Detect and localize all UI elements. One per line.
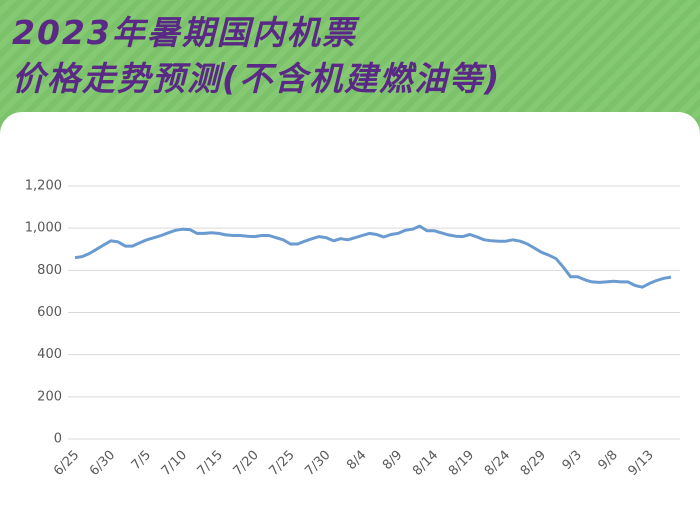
y-tick-label: 800 (37, 263, 62, 278)
title-line: 2023年暑期国内机票 (12, 13, 357, 52)
x-tick-label: 6/25 (51, 448, 82, 479)
x-tick-label: 9/3 (560, 448, 585, 473)
x-tick-label: 8/9 (380, 448, 405, 473)
y-tick-label: 0 (54, 432, 62, 447)
y-tick-label: 600 (37, 305, 62, 320)
x-tick-label: 8/14 (410, 448, 441, 479)
panel (0, 112, 700, 522)
title-line: 价格走势预测(不含机建燃油等) (12, 59, 502, 98)
x-tick-label: 9/8 (595, 448, 620, 473)
x-tick-label: 8/19 (446, 448, 477, 479)
y-tick-label: 400 (37, 347, 62, 362)
y-tick-label: 1,200 (25, 179, 62, 194)
x-tick-label: 7/25 (266, 448, 297, 479)
x-tick-label: 7/5 (129, 448, 154, 473)
x-tick-label: 7/20 (231, 448, 262, 479)
x-tick-label: 8/4 (344, 448, 369, 473)
y-tick-label: 1,000 (25, 221, 62, 236)
x-tick-label: 7/10 (159, 448, 190, 479)
price-line (74, 224, 672, 289)
x-tick-label: 8/29 (518, 448, 549, 479)
x-tick-label: 7/15 (195, 448, 226, 479)
y-tick-label: 200 (37, 389, 62, 404)
x-tick-label: 9/13 (626, 448, 657, 479)
x-tick-label: 6/30 (87, 448, 118, 479)
x-tick-label: 7/30 (302, 448, 333, 479)
x-tick-label: 8/24 (482, 448, 513, 479)
